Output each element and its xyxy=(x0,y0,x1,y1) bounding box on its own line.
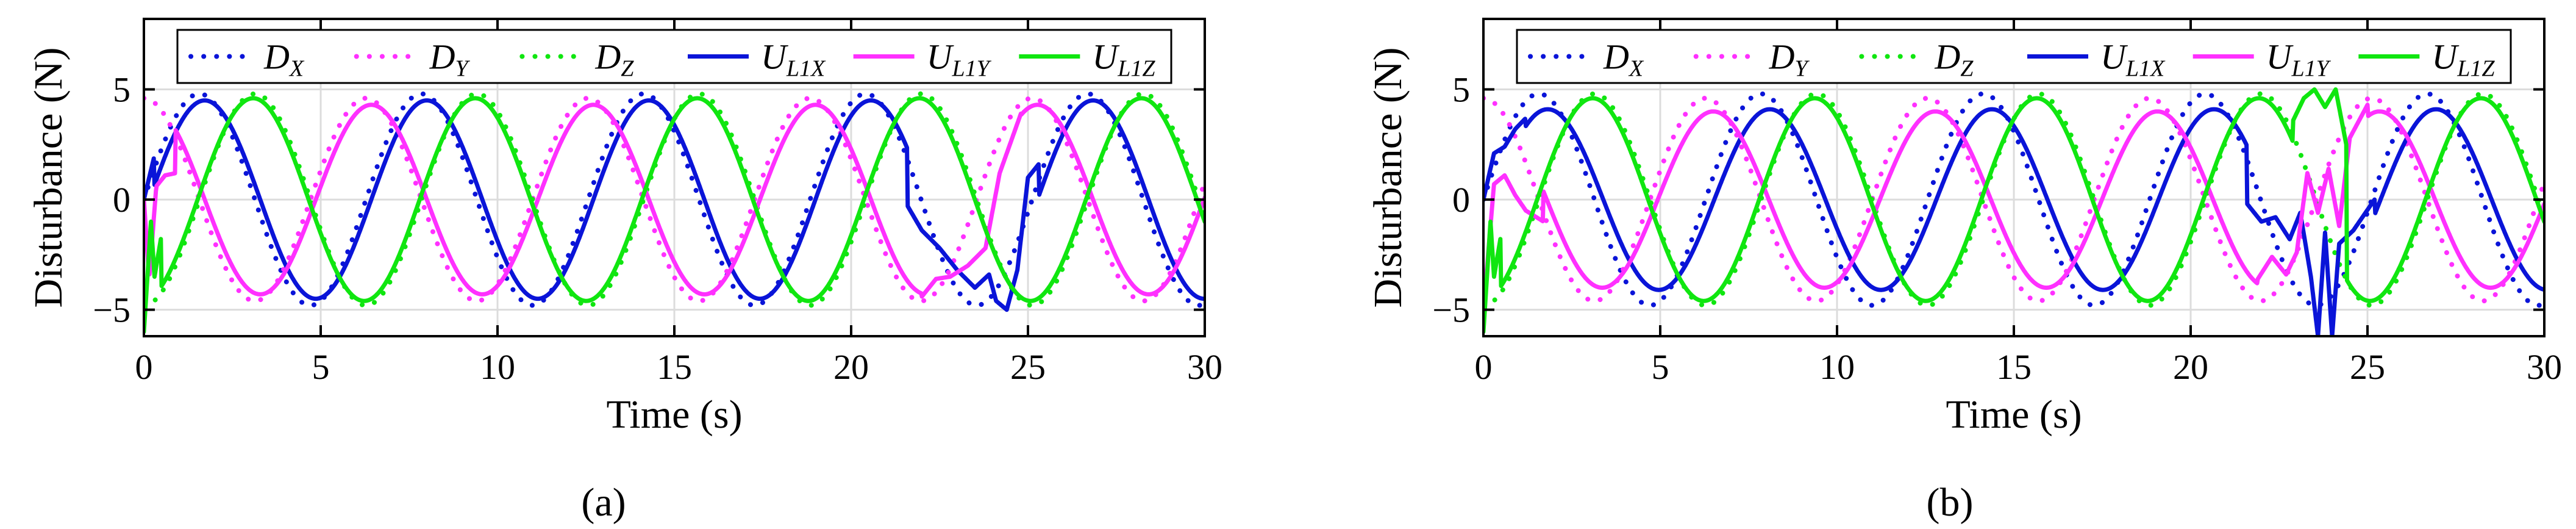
y-axis-label: Disturbance (N) xyxy=(1366,47,1410,308)
x-tick-label: 15 xyxy=(1996,347,2032,387)
legend: DX DY DZ UL1X UL1Y UL1Z xyxy=(1516,29,2512,84)
x-tick-label: 30 xyxy=(1187,347,1222,387)
y-tick-label: 0 xyxy=(1452,180,1470,220)
x-tick-label: 30 xyxy=(2527,347,2562,387)
series-line-u-l1z xyxy=(1483,87,2544,334)
series-line-u-l1y xyxy=(144,103,1205,299)
series-line-u-l1x xyxy=(144,98,1205,312)
x-tick-label: 20 xyxy=(833,347,869,387)
legend-box xyxy=(1516,29,2512,84)
legend-label-d-z: DZ xyxy=(594,37,634,82)
series-line-u-l1x xyxy=(1483,107,2544,336)
series-line-d-y xyxy=(144,96,1205,304)
panel-caption: (a) xyxy=(581,480,626,525)
legend-label-d-y: DY xyxy=(1769,37,1810,82)
panel-caption: (b) xyxy=(1927,480,1974,525)
legend: DX DY DZ UL1X UL1Y UL1Z xyxy=(176,29,1172,84)
series-line-u-l1y xyxy=(1483,103,2544,312)
x-tick-label: 15 xyxy=(657,347,692,387)
legend-box xyxy=(176,29,1172,84)
y-axis-label: Disturbance (N) xyxy=(26,47,71,308)
series-group xyxy=(144,91,1205,334)
series-line-u-l1z xyxy=(144,96,1205,334)
x-tick-label: 5 xyxy=(312,347,330,387)
y-tick-label: 0 xyxy=(113,180,130,220)
x-tick-label: 20 xyxy=(2173,347,2208,387)
x-tick-label: 5 xyxy=(1652,347,1669,387)
x-tick-label: 10 xyxy=(480,347,515,387)
series-group xyxy=(1483,87,2544,336)
y-tick-label: −5 xyxy=(1432,290,1470,330)
series-line-d-y xyxy=(1483,96,2544,304)
y-tick-label: −5 xyxy=(93,290,130,330)
x-tick-label: 0 xyxy=(135,347,153,387)
x-tick-label: 25 xyxy=(1010,347,1046,387)
x-axis-label: Time (s) xyxy=(606,392,742,437)
legend-label-d-z: DZ xyxy=(1934,37,1974,82)
x-tick-label: 25 xyxy=(2350,347,2385,387)
x-tick-label: 0 xyxy=(1475,347,1493,387)
x-axis-label: Time (s) xyxy=(1946,392,2082,437)
series-line-d-x xyxy=(144,91,1205,308)
y-tick-label: 5 xyxy=(113,70,130,110)
y-tick-label: 5 xyxy=(1452,70,1470,110)
x-tick-label: 10 xyxy=(1819,347,1855,387)
